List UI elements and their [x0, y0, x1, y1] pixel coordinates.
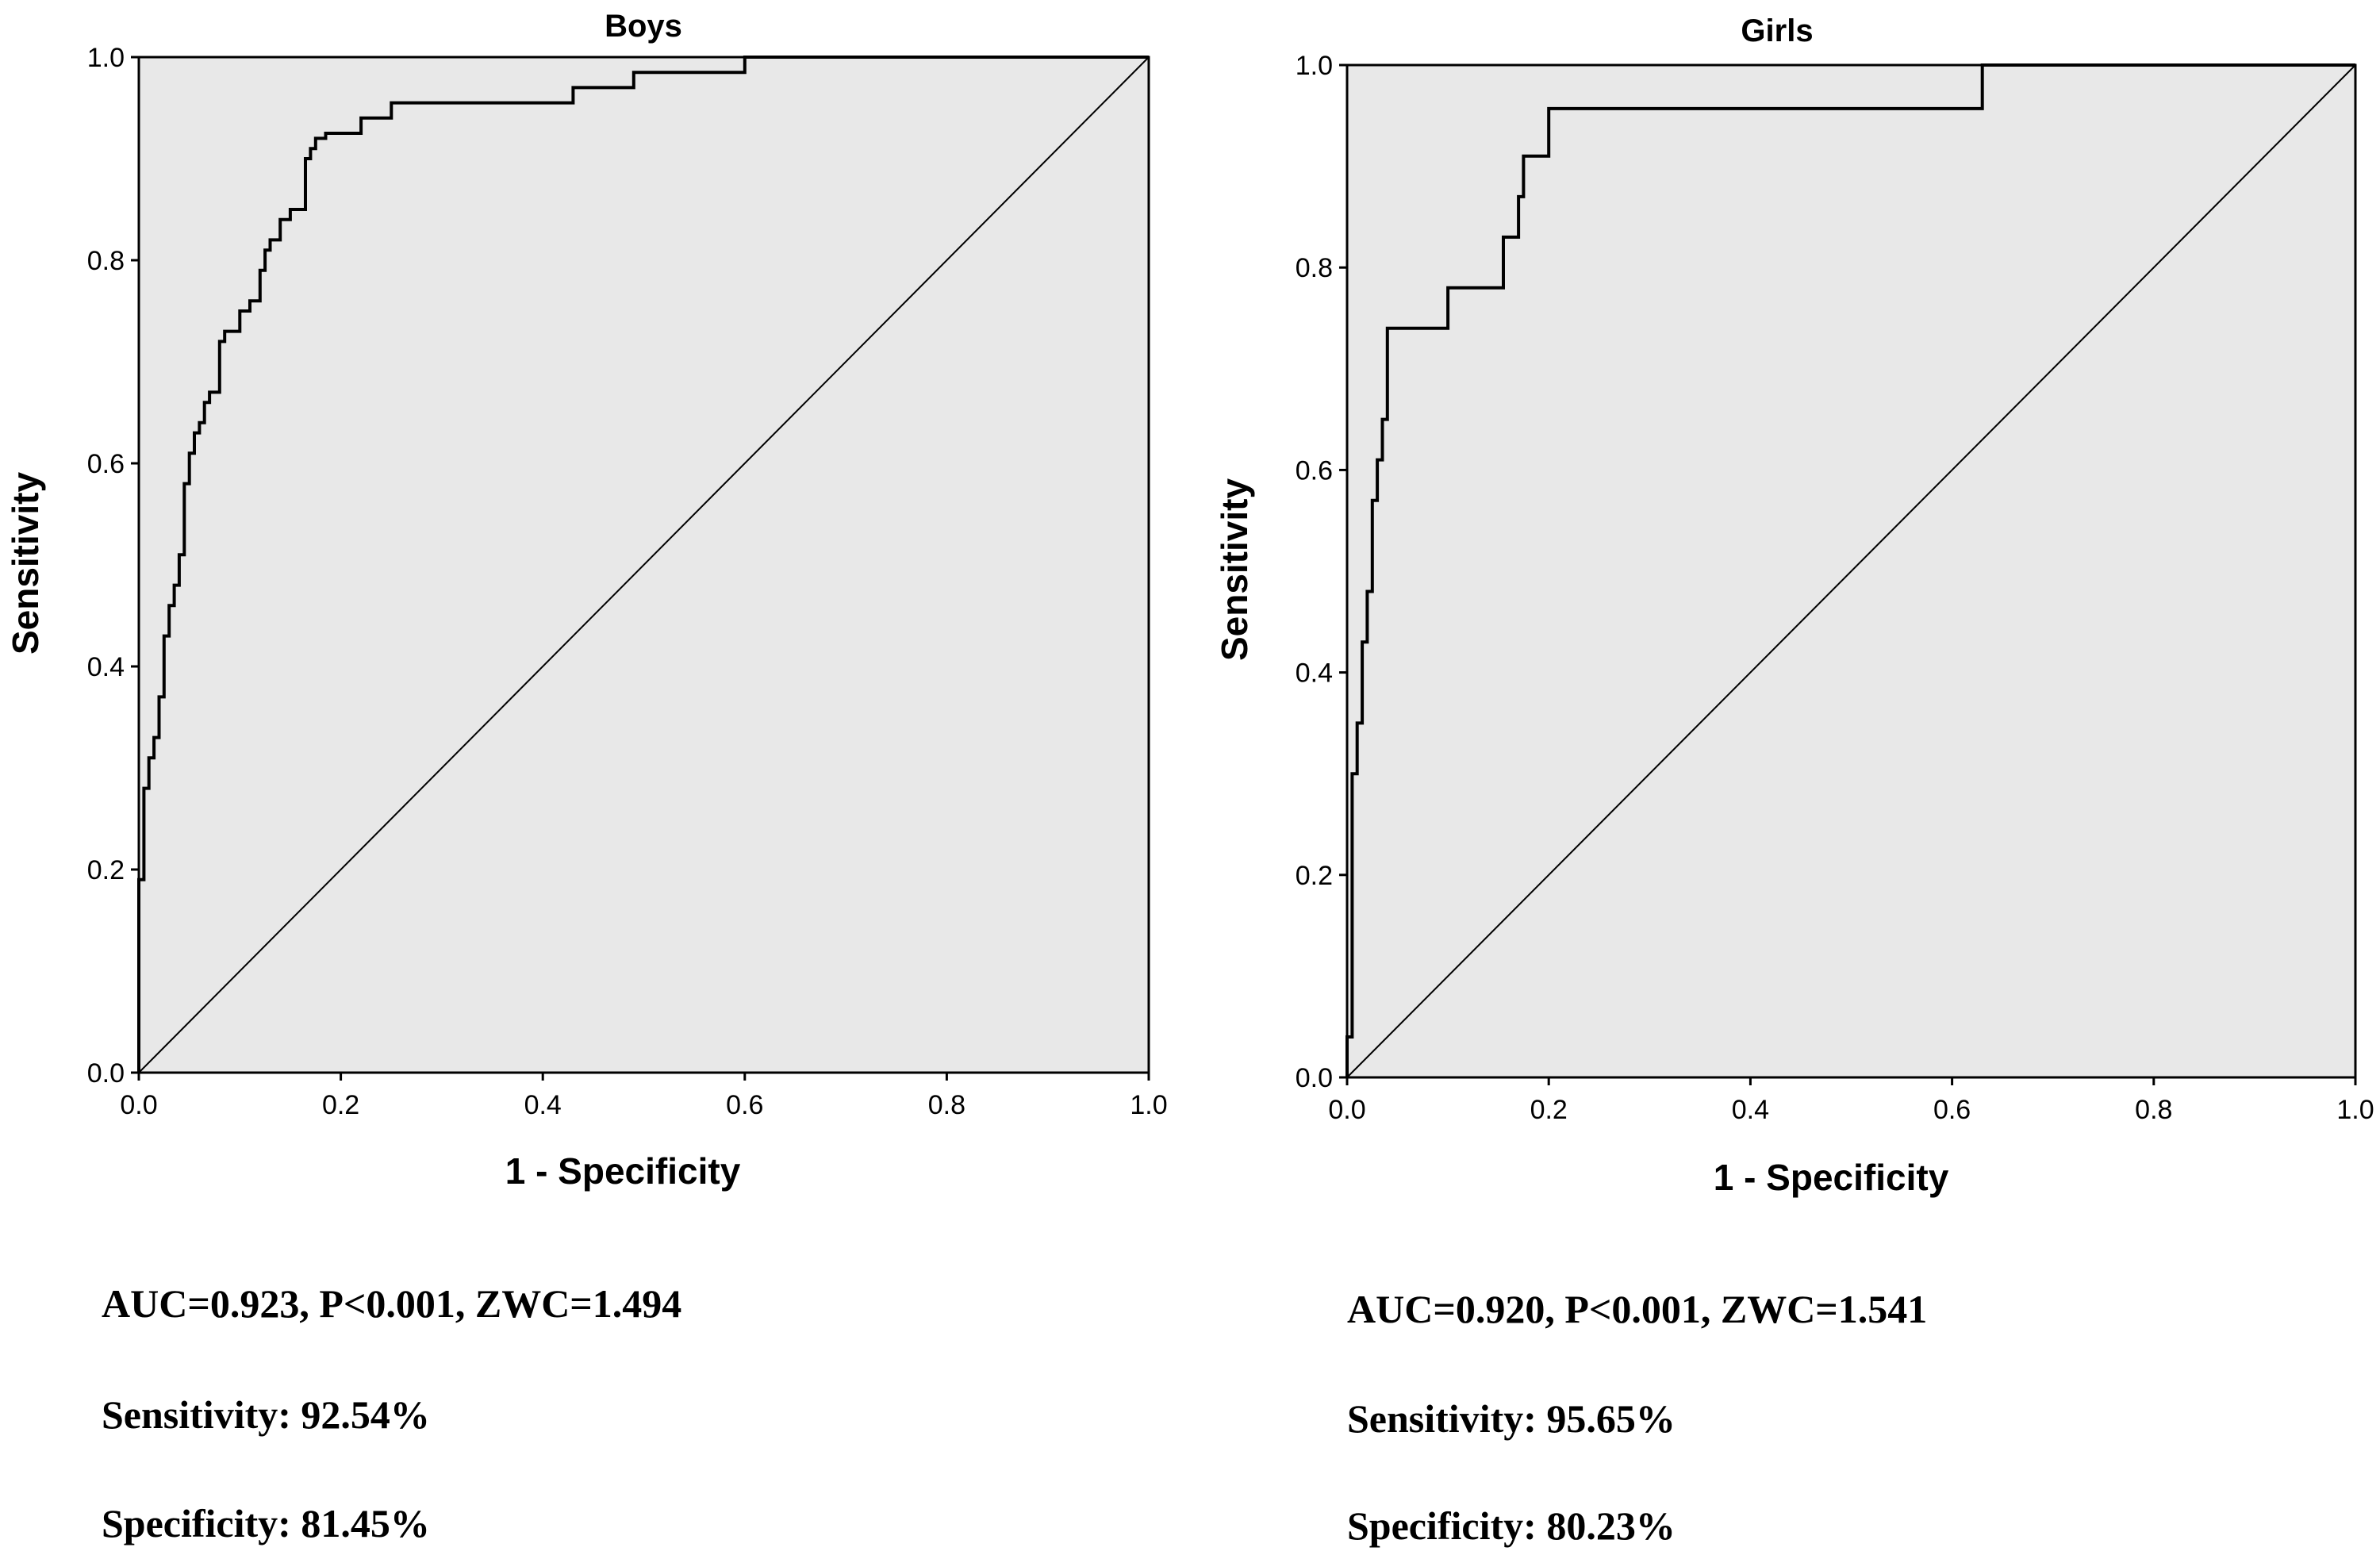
boys-y-tick-label: 0.2: [87, 855, 125, 885]
boys-x-tick-label: 0.2: [322, 1090, 359, 1120]
boys-panel: Boys 0.0 0.2 0.4 0.6 0.8 1.0 0.0 0.2 0.4 0.6 0.8 1…: [5, 9, 1168, 1545]
girls-y-tick-label: 0.6: [1296, 455, 1333, 486]
girls-x-tick-label: 0.8: [2135, 1095, 2172, 1125]
girls-specificity-stat: Specificity: 80.23%: [1347, 1503, 1676, 1548]
boys-x-tick-label: 0.8: [928, 1090, 965, 1120]
boys-y-tick-label: 0.6: [87, 449, 125, 479]
boys-y-tick-label: 0.4: [87, 652, 125, 682]
boys-y-tick-label: 1.0: [87, 43, 125, 73]
boys-x-tick-label: 0.4: [524, 1090, 562, 1120]
boys-reference-line: [138, 56, 1150, 1073]
girls-y-axis-label: Sensitivity: [1214, 478, 1255, 662]
boys-roc-curve: [137, 56, 1149, 1073]
boys-specificity-stat: Specificity: 81.45%: [102, 1501, 430, 1545]
girls-chart-title: Girls: [1741, 13, 1813, 48]
girls-reference-line: [1346, 64, 2356, 1078]
boys-y-axis-label: Sensitivity: [5, 472, 46, 655]
girls-y-tick-label: 0.2: [1296, 861, 1333, 891]
girls-x-axis-label: 1 - Specificity: [1714, 1157, 1949, 1198]
boys-chart-title: Boys: [605, 9, 682, 44]
girls-roc-curve: [1345, 63, 2355, 1077]
girls-x-tick-label: 0.0: [1328, 1095, 1365, 1125]
girls-y-axis-ticks: 0.0 0.2 0.4 0.6 0.8 1.0: [1296, 51, 1347, 1093]
boys-x-axis-label: 1 - Specificity: [505, 1150, 741, 1192]
girls-y-tick-label: 1.0: [1296, 51, 1333, 81]
girls-sensitivity-stat: Sensitivity: 95.65%: [1347, 1396, 1676, 1441]
boys-x-tick-label: 0.6: [726, 1090, 763, 1120]
boys-x-tick-label: 1.0: [1130, 1090, 1167, 1120]
boys-x-tick-label: 0.0: [120, 1090, 157, 1120]
boys-auc-stat: AUC=0.923, P<0.001, ZWC=1.494: [102, 1281, 681, 1326]
boys-x-axis-ticks: 0.0 0.2 0.4 0.6 0.8 1.0: [120, 1073, 1168, 1120]
girls-x-tick-label: 0.2: [1530, 1095, 1568, 1125]
girls-auc-stat: AUC=0.920, P<0.001, ZWC=1.541: [1347, 1287, 1927, 1331]
girls-panel: Girls 0.0 0.2 0.4 0.6 0.8 1.0 0.0 0.2 0.4 0.6 0.8…: [1214, 13, 2374, 1548]
girls-x-tick-label: 0.4: [1732, 1095, 1769, 1125]
girls-y-tick-label: 0.8: [1296, 253, 1333, 283]
boys-y-axis-ticks: 0.0 0.2 0.4 0.6 0.8 1.0: [87, 43, 139, 1088]
girls-y-tick-label: 0.4: [1296, 658, 1333, 689]
boys-sensitivity-stat: Sensitivity: 92.54%: [102, 1392, 430, 1437]
girls-x-axis-ticks: 0.0 0.2 0.4 0.6 0.8 1.0: [1328, 1077, 2374, 1125]
girls-x-tick-label: 0.6: [1933, 1095, 1971, 1125]
boys-y-tick-label: 0.0: [87, 1058, 125, 1088]
girls-y-tick-label: 0.0: [1296, 1063, 1333, 1093]
girls-x-tick-label: 1.0: [2336, 1095, 2374, 1125]
boys-y-tick-label: 0.8: [87, 246, 125, 276]
